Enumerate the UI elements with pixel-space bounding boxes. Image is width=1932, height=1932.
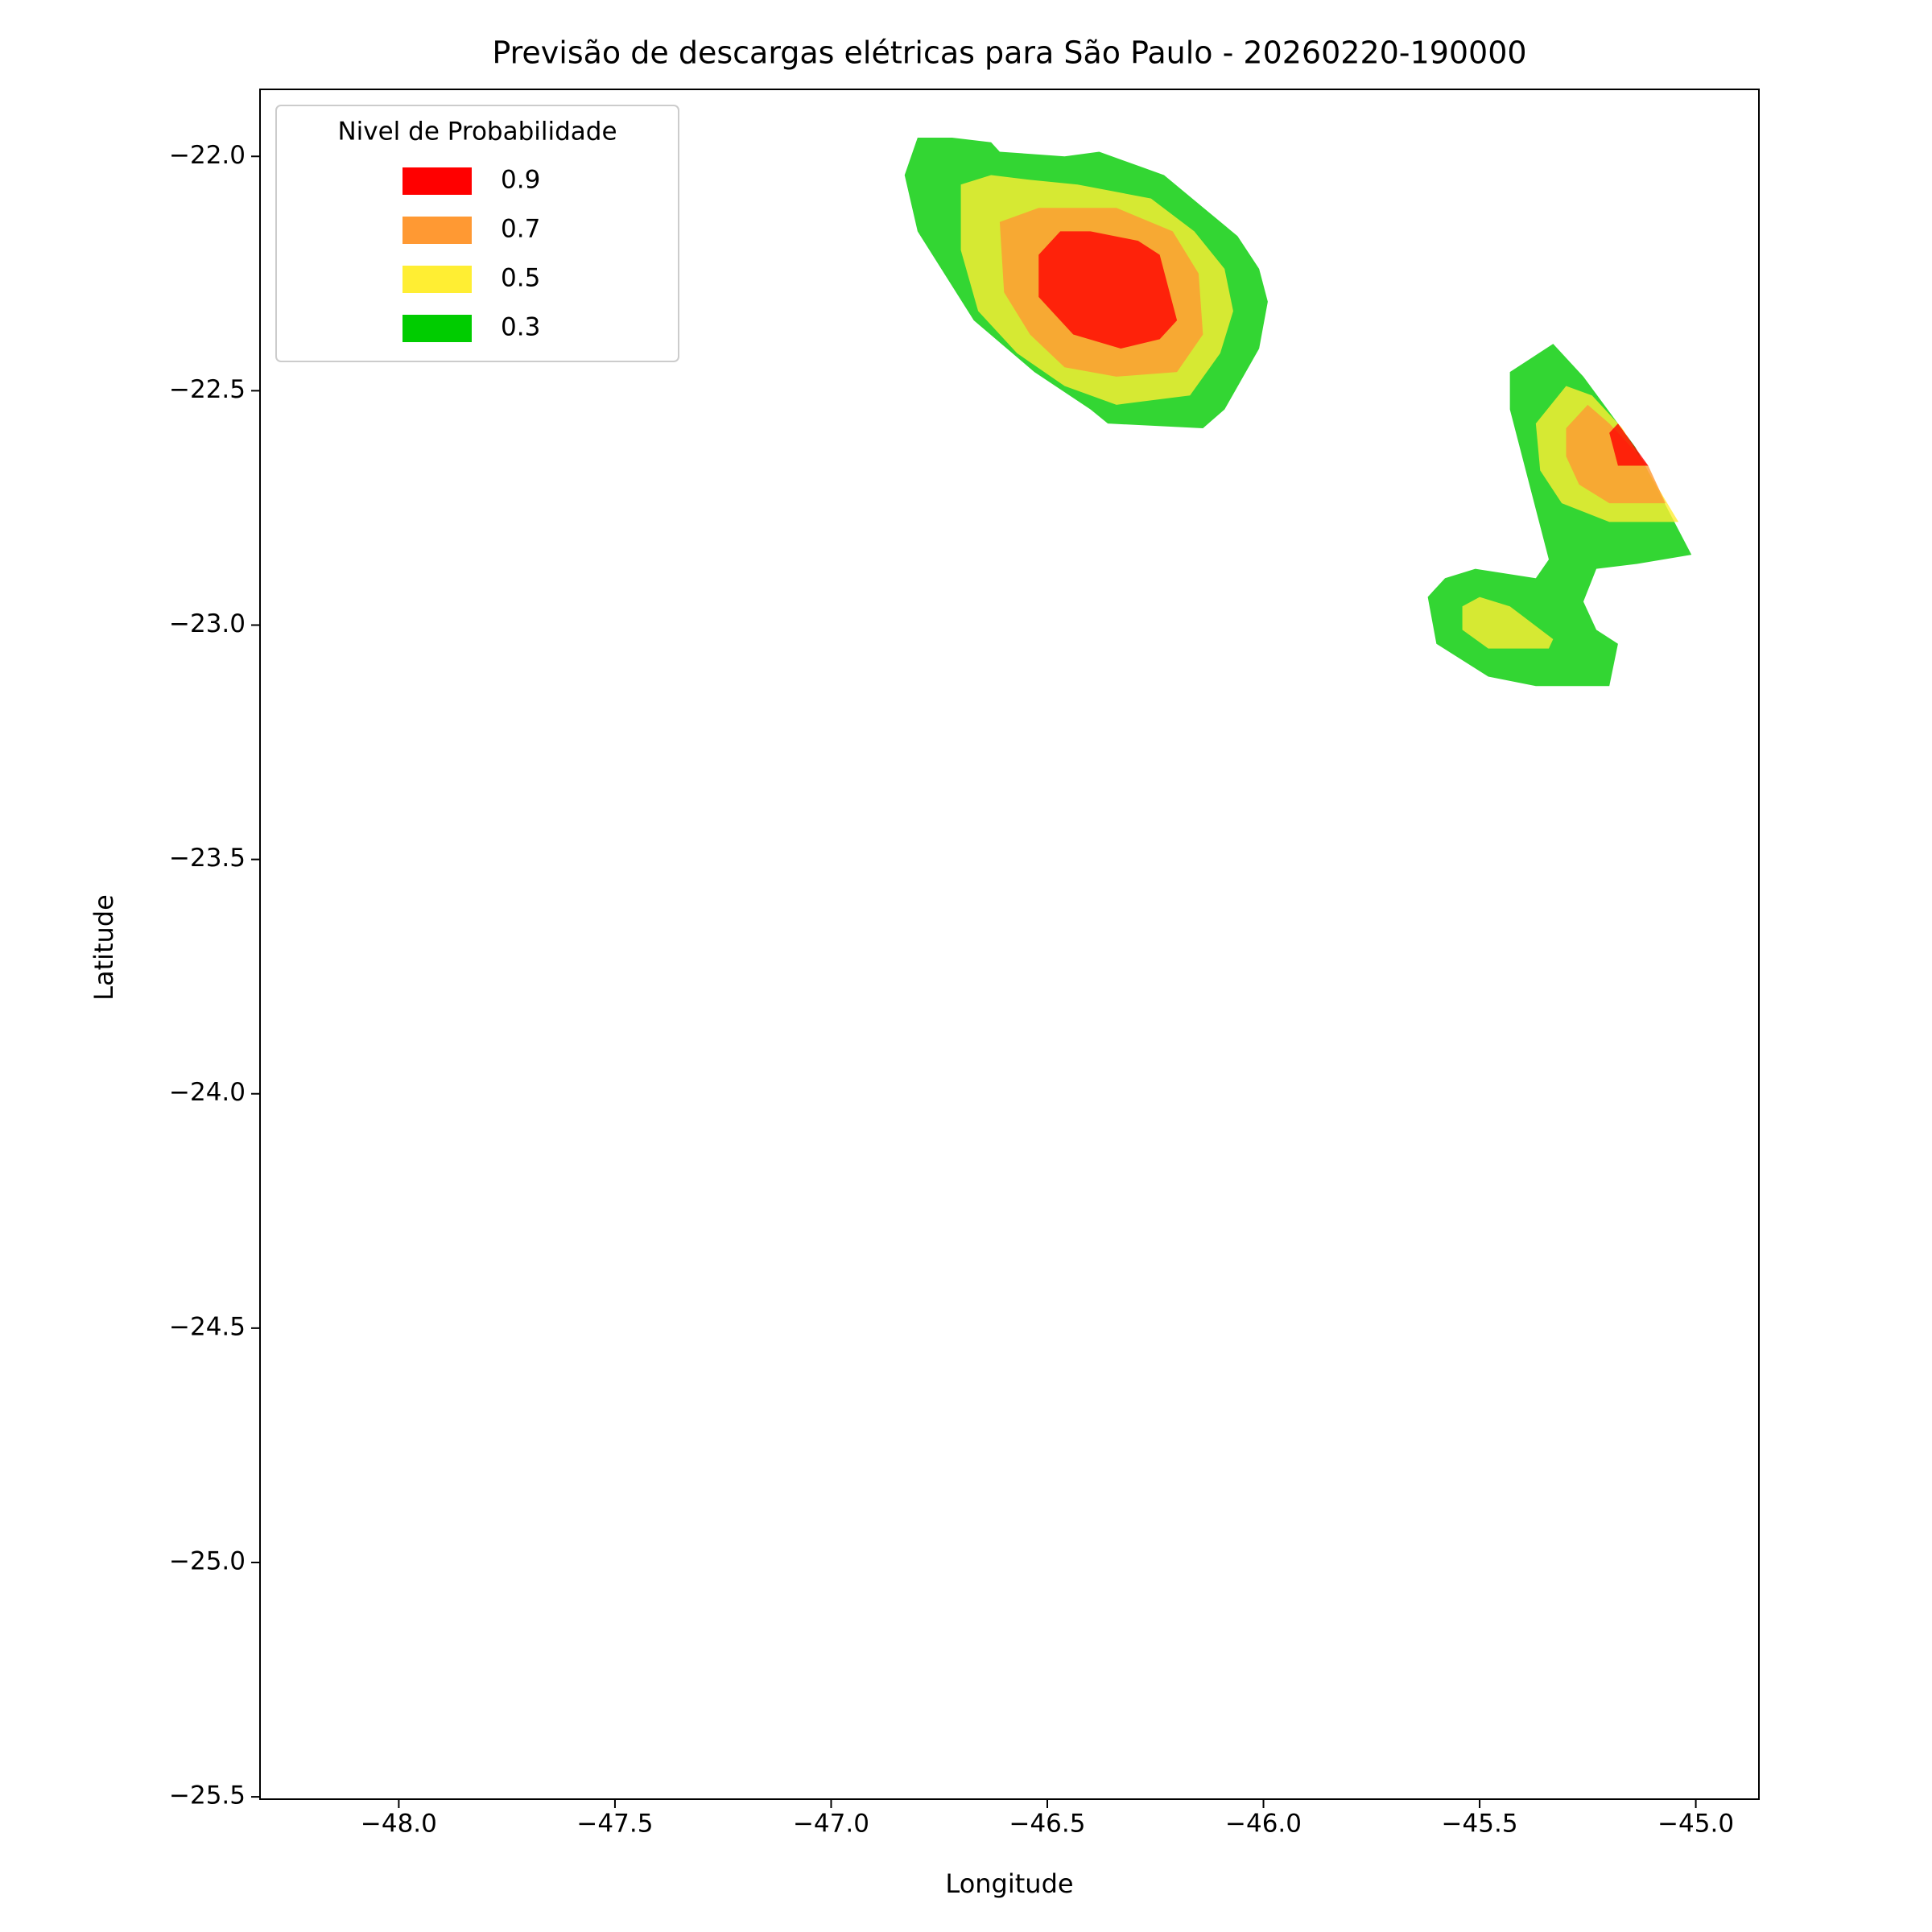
contour-layer — [904, 137, 1692, 687]
x-tick-label: −48.0 — [361, 1810, 437, 1839]
legend-label: 0.5 — [501, 264, 540, 293]
chart-title: Previsão de descargas elétricas para São… — [492, 35, 1526, 71]
y-tick-label: −24.0 — [169, 1078, 246, 1107]
y-tick-label: −23.5 — [169, 844, 246, 873]
legend-label: 0.7 — [501, 215, 540, 244]
y-tick-label: −25.5 — [169, 1781, 246, 1810]
x-tick-label: −47.5 — [576, 1810, 653, 1839]
y-tick-label: −22.0 — [169, 141, 246, 170]
contour-region — [1038, 231, 1178, 349]
y-tick-label: −23.0 — [169, 609, 246, 638]
contour-region — [1427, 344, 1692, 687]
y-tick-label: −24.5 — [169, 1312, 246, 1341]
x-tick-label: −46.0 — [1225, 1810, 1302, 1839]
contour-region — [1609, 423, 1649, 466]
legend-swatch — [402, 315, 472, 342]
legend-title: Nivel de Probabilidade — [337, 118, 617, 147]
legend-label: 0.9 — [501, 166, 540, 195]
y-axis-label: Latitude — [89, 894, 119, 1001]
x-axis-label: Longitude — [945, 1868, 1073, 1899]
x-tick-label: −45.5 — [1442, 1810, 1518, 1839]
legend-swatch — [402, 217, 472, 244]
y-tick-label: −25.0 — [169, 1546, 246, 1575]
x-tick-label: −45.0 — [1657, 1810, 1734, 1839]
legend-box — [275, 105, 679, 362]
legend-swatch — [402, 266, 472, 293]
legend-label: 0.3 — [501, 313, 540, 342]
x-tick-label: −47.0 — [793, 1810, 869, 1839]
plot-frame — [259, 89, 1760, 1800]
y-tick-label: −22.5 — [169, 375, 246, 404]
contour-region — [1462, 597, 1554, 649]
x-tick-label: −46.5 — [1009, 1810, 1085, 1839]
legend-swatch — [402, 167, 472, 195]
